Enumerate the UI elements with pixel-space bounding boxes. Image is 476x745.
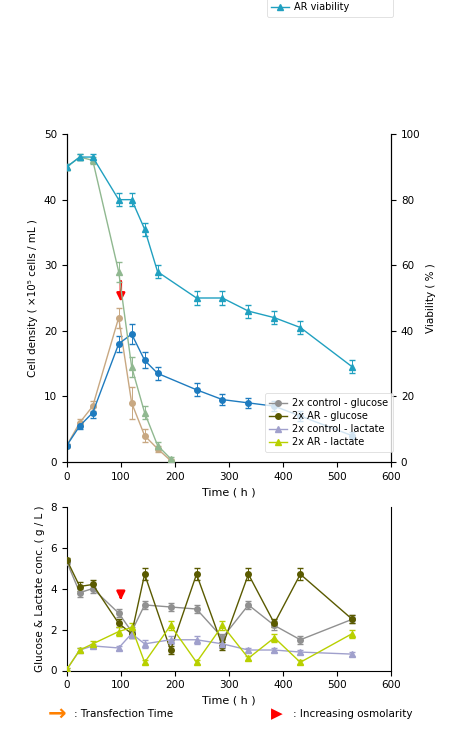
Text: →: → [48,704,67,723]
Text: ▶: ▶ [270,706,282,721]
X-axis label: Time ( h ): Time ( h ) [202,487,255,497]
Y-axis label: Glucose & Lactate conc. ( g / L ): Glucose & Lactate conc. ( g / L ) [35,505,45,672]
Y-axis label: Cell density ( ×10⁵ cells / mL ): Cell density ( ×10⁵ cells / mL ) [28,219,38,377]
Text: : Increasing osmolarity: : Increasing osmolarity [293,708,412,719]
Legend: 2x control - glucose, 2x AR - glucose, 2x control - lactate, 2x AR - lactate: 2x control - glucose, 2x AR - glucose, 2… [264,393,392,452]
X-axis label: Time ( h ): Time ( h ) [202,696,255,706]
Text: : Transfection Time: : Transfection Time [74,708,173,719]
Y-axis label: Viability ( % ): Viability ( % ) [425,263,435,333]
Legend: Control cell density, AR cell density, Control viability, AR viability: Control cell density, AR cell density, C… [266,0,392,17]
